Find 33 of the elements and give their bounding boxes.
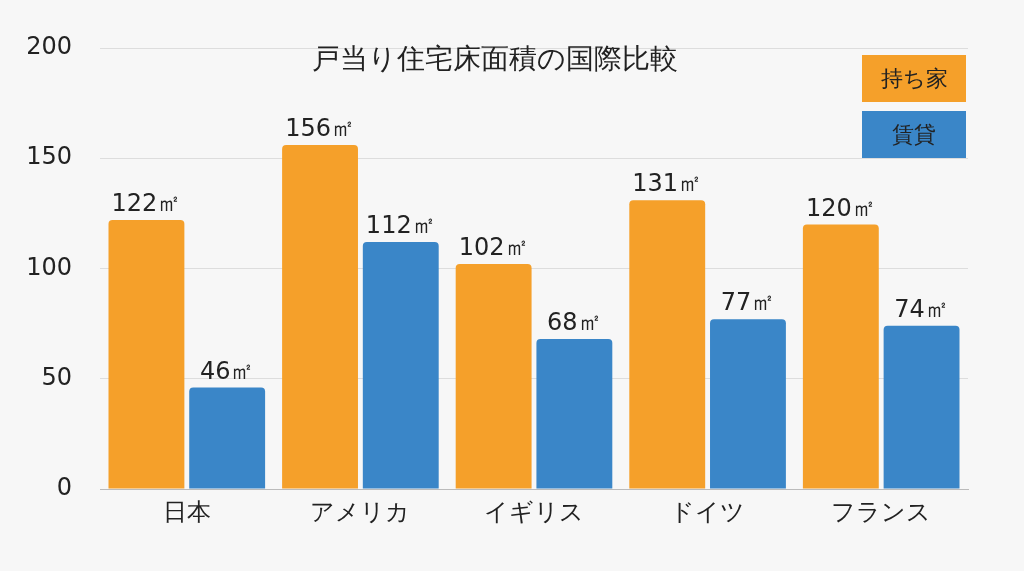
data-label: 120㎡ xyxy=(805,193,876,222)
bar xyxy=(629,200,706,489)
y-tick-label: 150 xyxy=(26,142,72,171)
data-label: 112㎡ xyxy=(365,211,436,240)
data-label: 77㎡ xyxy=(720,288,776,317)
data-label: 122㎡ xyxy=(111,189,182,218)
y-tick-label: 100 xyxy=(26,252,72,281)
bar xyxy=(455,264,532,489)
x-tick-label: 日本 xyxy=(162,497,211,526)
data-label: 46㎡ xyxy=(199,356,255,385)
x-tick-label: アメリカ xyxy=(310,497,411,526)
bar xyxy=(883,325,960,489)
bar xyxy=(189,387,266,489)
bar xyxy=(536,339,613,489)
bar xyxy=(710,319,786,489)
y-tick-label: 0 xyxy=(56,473,72,502)
bar xyxy=(362,242,439,489)
data-label: 156㎡ xyxy=(285,114,355,143)
bar xyxy=(802,224,879,489)
x-tick-label: ドイツ xyxy=(670,497,746,526)
bar xyxy=(108,219,185,489)
text: 持ち家 xyxy=(862,55,966,102)
data-label: 68㎡ xyxy=(547,308,602,337)
bar xyxy=(282,145,358,489)
data-label: 131㎡ xyxy=(632,169,703,198)
data-label: 74㎡ xyxy=(894,295,949,324)
chart-title: 戸当り住宅床面積の国際比較 xyxy=(311,42,678,76)
text: 賃貸 xyxy=(862,111,966,158)
x-tick-label: フランス xyxy=(831,497,932,526)
y-tick-label: 200 xyxy=(26,32,72,61)
x-tick-label: イギリス xyxy=(484,497,584,526)
data-label: 102㎡ xyxy=(458,233,529,262)
y-tick-label: 50 xyxy=(41,362,72,391)
